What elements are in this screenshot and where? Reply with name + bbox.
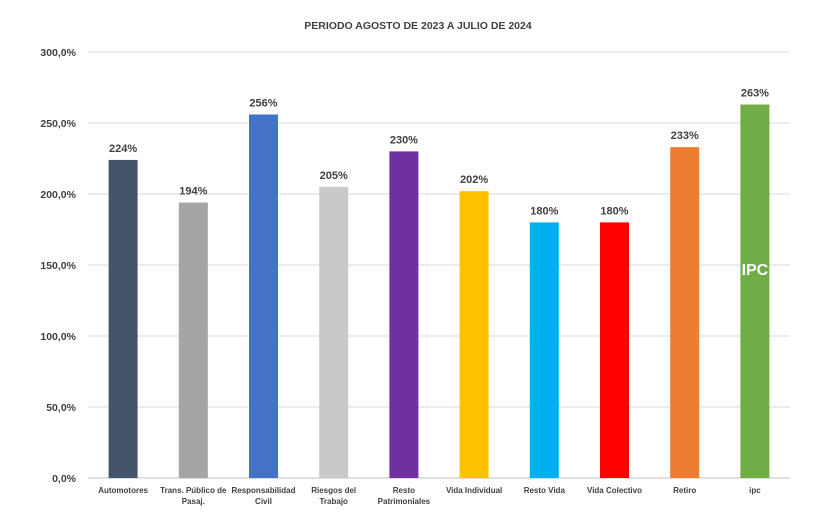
bar bbox=[459, 191, 489, 478]
x-axis-ticks: Automotores Trans. Público de Pasaj. Respon… bbox=[98, 486, 761, 506]
bar bbox=[319, 186, 349, 478]
chart-title: PERIODO AGOSTO DE 2023 A JULIO DE 2024 bbox=[304, 20, 532, 32]
y-tick-label: 300,0% bbox=[40, 47, 76, 59]
bars bbox=[108, 104, 770, 479]
x-tick-label: Vida Colectivo bbox=[587, 486, 642, 495]
y-axis-ticks: 0,0% 50,0% 100,0% 150,0% 200,0% 250,0% 300,0% bbox=[40, 47, 76, 485]
bar bbox=[670, 147, 700, 478]
x-tick-label: Retiro bbox=[673, 486, 696, 495]
data-label: 205% bbox=[320, 170, 348, 182]
y-tick-label: 200,0% bbox=[40, 189, 76, 201]
x-tick-label: Civil bbox=[255, 497, 272, 506]
bar bbox=[108, 159, 138, 479]
y-tick-label: 50,0% bbox=[46, 402, 76, 414]
data-label: 180% bbox=[600, 205, 628, 217]
x-tick-label: Pasaj. bbox=[182, 497, 205, 506]
data-label: 180% bbox=[530, 205, 558, 217]
y-tick-label: 0,0% bbox=[52, 473, 77, 485]
data-label: 194% bbox=[179, 186, 207, 198]
bar bbox=[249, 114, 278, 478]
x-tick-label: Trans. Público de bbox=[160, 486, 227, 495]
data-label: 230% bbox=[390, 134, 418, 146]
y-tick-label: 250,0% bbox=[40, 118, 76, 130]
data-label: 263% bbox=[741, 88, 769, 100]
bar bbox=[529, 222, 559, 478]
bar bbox=[600, 222, 629, 478]
data-labels: 224% 194% 256% 205% 230% 202% 180% 180% 233% 263%… bbox=[109, 88, 769, 279]
x-tick-label: Riesgos del bbox=[311, 486, 356, 495]
bar bbox=[178, 202, 208, 478]
y-tick-label: 150,0% bbox=[40, 260, 76, 272]
y-tick-label: 100,0% bbox=[40, 331, 76, 343]
x-tick-label: Trabajo bbox=[319, 497, 348, 506]
data-label: 224% bbox=[109, 143, 137, 155]
data-label: 256% bbox=[249, 97, 277, 109]
x-tick-label: Vida Individual bbox=[446, 486, 502, 495]
x-tick-label: Responsabilidad bbox=[231, 486, 295, 495]
bar bbox=[389, 151, 419, 478]
data-label: 233% bbox=[671, 130, 699, 142]
bar-inner-label: IPC bbox=[742, 262, 769, 279]
data-label: 202% bbox=[460, 174, 488, 186]
x-tick-label: Patrimoniales bbox=[378, 497, 431, 506]
x-tick-label: Resto Vida bbox=[524, 486, 566, 495]
x-tick-label: Resto bbox=[393, 486, 415, 495]
x-tick-label: ipc bbox=[749, 486, 761, 495]
bar bbox=[740, 104, 770, 478]
x-tick-label: Automotores bbox=[98, 486, 148, 495]
